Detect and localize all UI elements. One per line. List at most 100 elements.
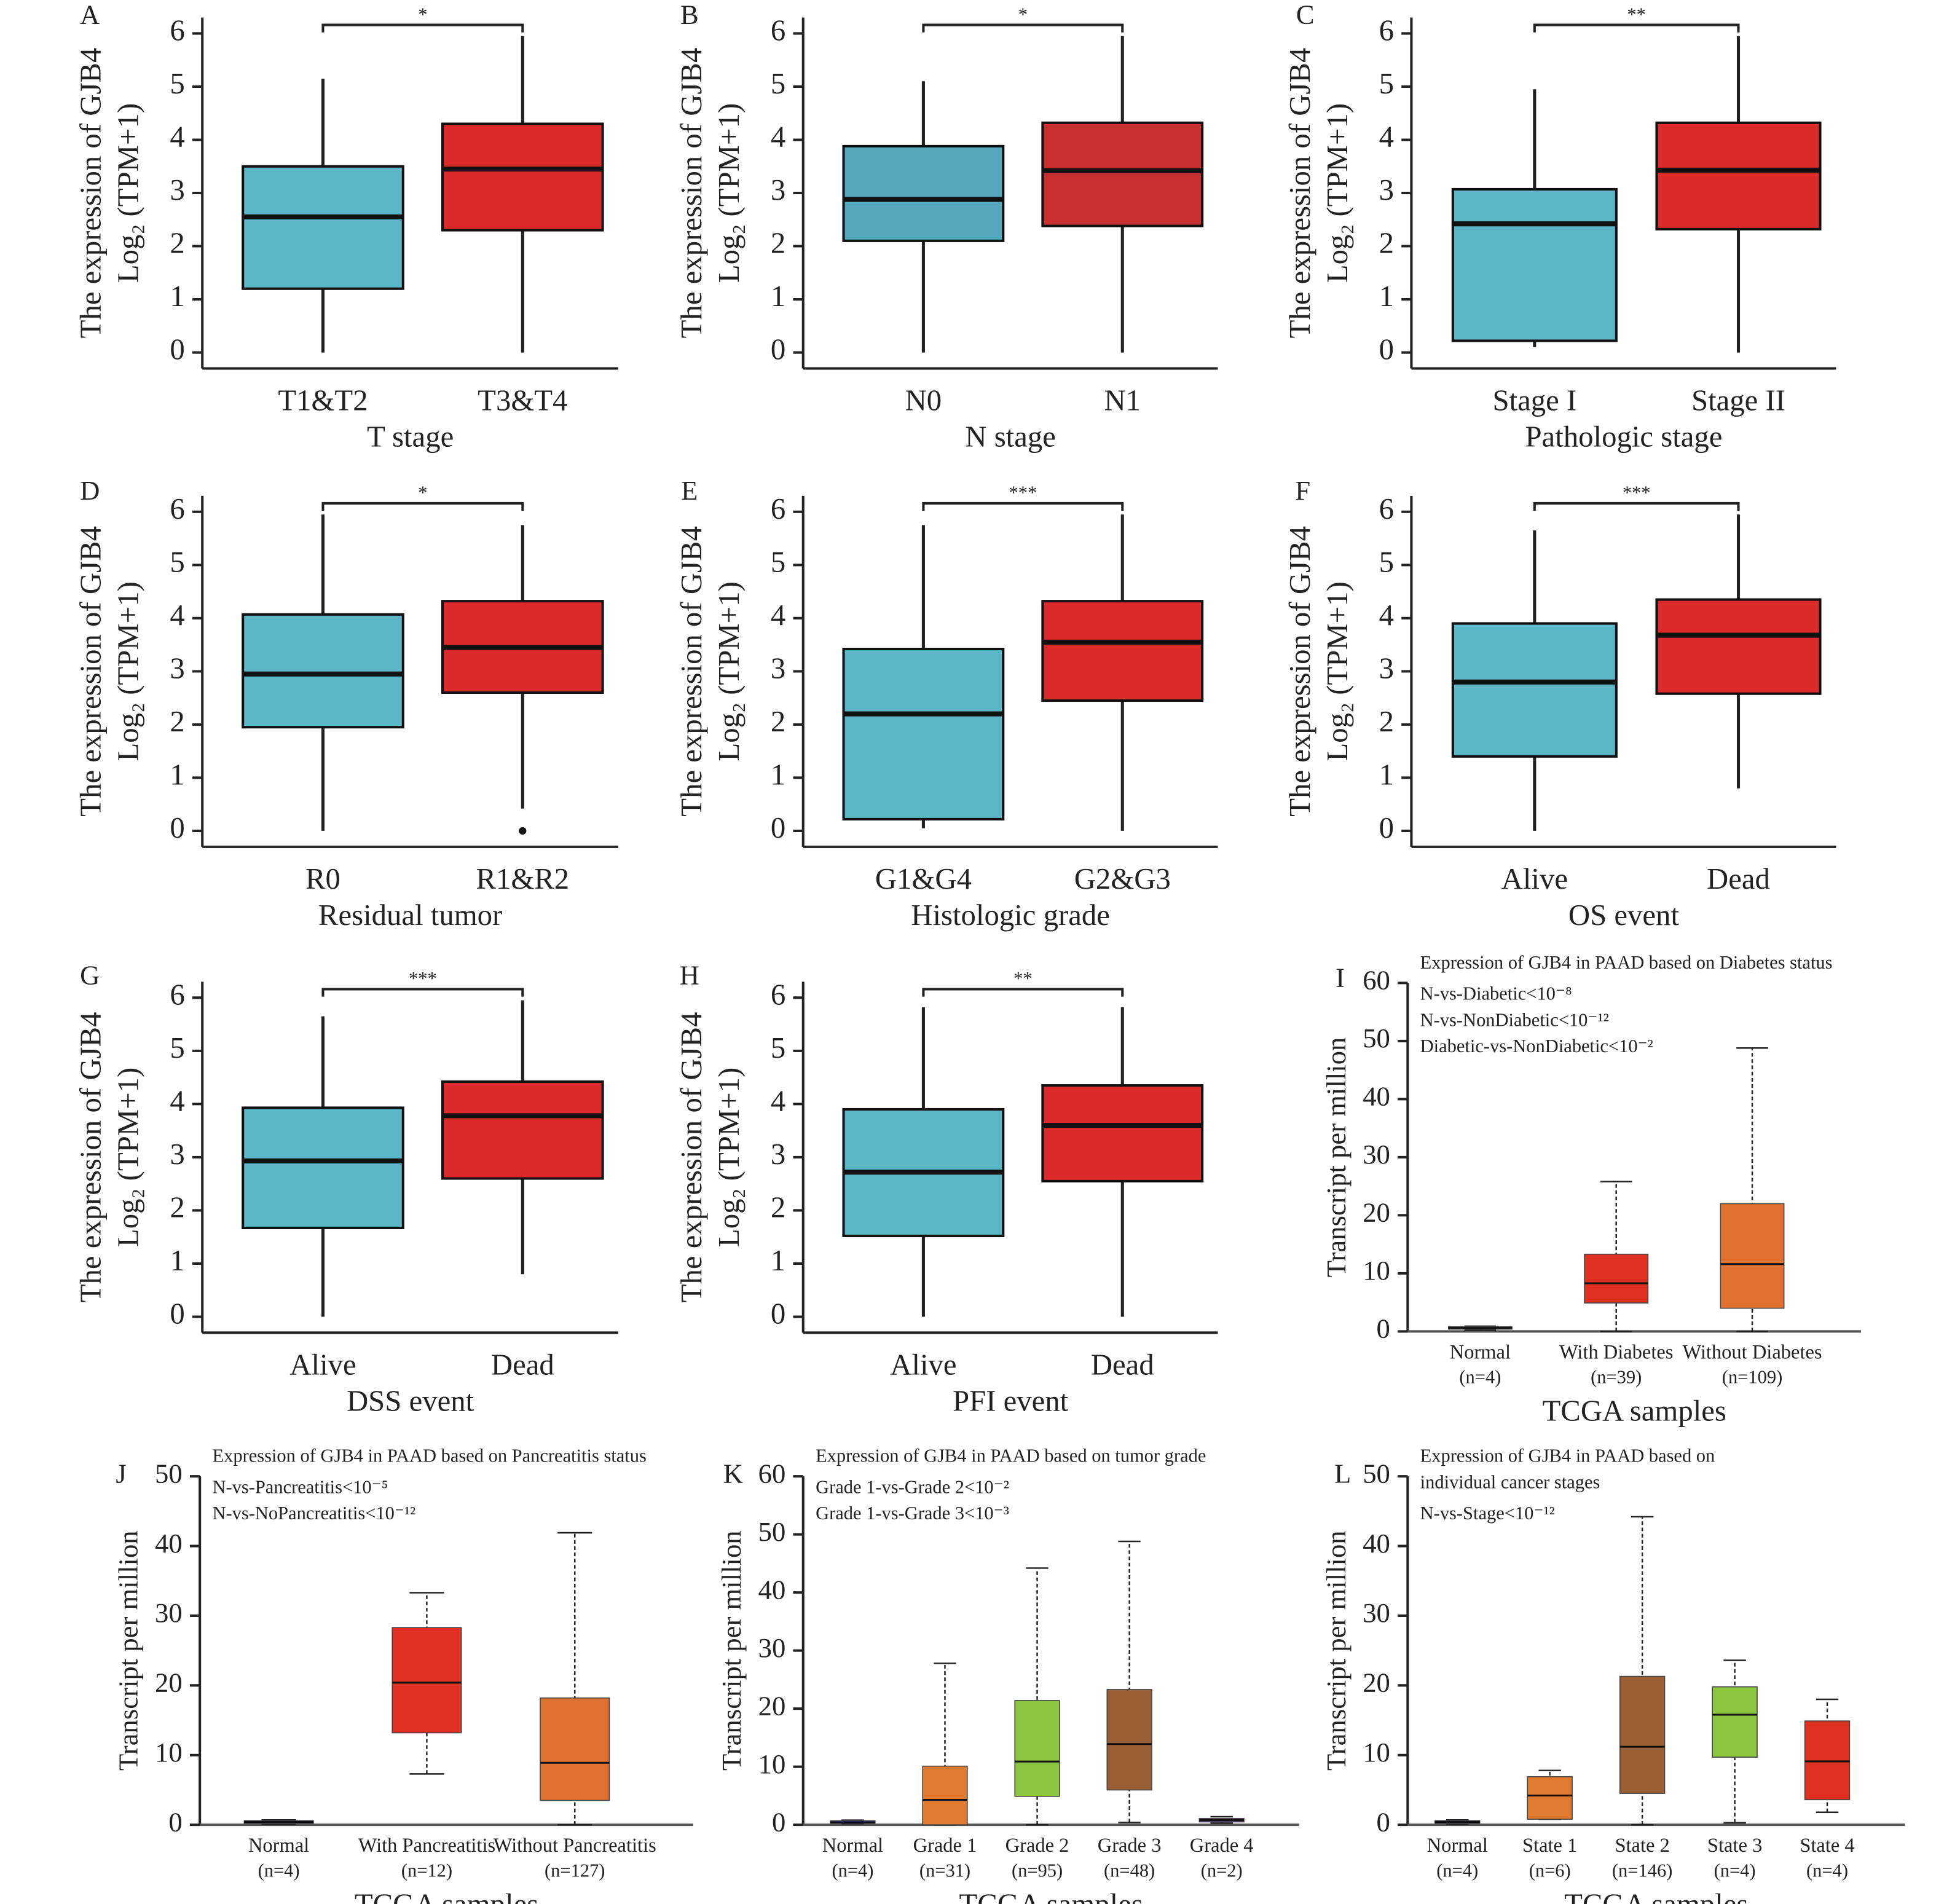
x-tick-label: State 3	[1707, 1835, 1762, 1857]
y-tick-label: 20	[1363, 1667, 1390, 1698]
y-tick-label: 5	[771, 1031, 785, 1064]
panel-letter: J	[116, 1458, 126, 1489]
y-tick-label: 0	[771, 333, 785, 366]
y-axis-label: The expression of GJB4	[1283, 48, 1316, 339]
annotation: Grade 1-vs-Grade 3<10⁻³	[816, 1503, 1009, 1524]
y-tick-label: 40	[1363, 1528, 1390, 1559]
x-tick-label: Normal	[822, 1835, 883, 1857]
x-axis-label: OS event	[1568, 899, 1680, 932]
significance-bracket	[922, 23, 1124, 33]
y-tick-label: 50	[1363, 1458, 1390, 1489]
x-tick-label: G1&G4	[875, 862, 972, 895]
y-tick-label: 2	[170, 1191, 184, 1224]
y-tick-label: 4	[771, 599, 785, 632]
box	[242, 1106, 404, 1230]
box	[1655, 121, 1822, 230]
x-sublabel: (n=12)	[401, 1860, 452, 1881]
y-tick-label: 4	[1379, 599, 1394, 632]
y-tick-label: 3	[170, 173, 184, 207]
y-tick-label: 2	[771, 705, 785, 738]
x-tick-label: State 4	[1800, 1835, 1854, 1857]
box	[842, 647, 1005, 820]
y-tick-label: 0	[1379, 333, 1394, 366]
x-tick-label: R1&R2	[476, 862, 569, 895]
box	[242, 613, 404, 729]
y-tick-label: 20	[1363, 1197, 1390, 1228]
x-axis-label: Histologic grade	[911, 899, 1110, 932]
x-axis-label: N stage	[965, 420, 1056, 454]
significance-bracket	[922, 988, 1124, 997]
y-tick-label: 5	[1379, 67, 1394, 100]
chart-title: Expression of GJB4 in PAAD based on Panc…	[212, 1446, 646, 1466]
y-axis-label: Log₂ (TPM+1)	[712, 581, 746, 761]
y-tick-label: 0	[170, 811, 184, 844]
y-tick-label: 2	[1379, 227, 1394, 260]
panel-letter: E	[681, 475, 698, 506]
significance-label: ***	[409, 968, 437, 989]
x-tick-label: Dead	[1091, 1348, 1154, 1382]
y-tick-label: 3	[1379, 652, 1394, 685]
significance-bracket	[1533, 502, 1740, 511]
y-tick-label: 60	[1363, 965, 1390, 996]
y-tick-label: 4	[1379, 120, 1394, 154]
y-axis-label: Log₂ (TPM+1)	[712, 103, 746, 283]
annotation: N-vs-Stage<10⁻¹²	[1420, 1503, 1555, 1524]
significance-bracket	[321, 23, 524, 33]
box	[1655, 598, 1822, 695]
x-tick-label: N1	[1104, 384, 1141, 417]
x-axis-label: Residual tumor	[318, 899, 502, 932]
significance-bracket	[1533, 23, 1740, 33]
box	[1527, 1776, 1573, 1820]
y-tick-label: 0	[1377, 1806, 1390, 1837]
box	[392, 1627, 462, 1734]
y-tick-label: 5	[170, 67, 184, 100]
y-tick-label: 50	[155, 1458, 183, 1489]
y-tick-label: 3	[771, 173, 785, 207]
x-tick-label: Grade 2	[1005, 1835, 1069, 1857]
box	[1451, 622, 1618, 758]
y-tick-label: 5	[170, 1031, 184, 1064]
box	[1014, 1700, 1060, 1797]
x-tick-label: State 2	[1615, 1835, 1669, 1857]
x-axis-label: T stage	[367, 420, 454, 454]
x-tick-label: Grade 1	[913, 1835, 977, 1857]
significance-label: **	[1627, 4, 1645, 25]
y-tick-label: 6	[771, 492, 785, 525]
box	[1041, 121, 1204, 227]
y-axis-label: The expression of GJB4	[74, 48, 108, 339]
box	[1451, 187, 1618, 342]
box	[1720, 1203, 1785, 1309]
y-tick-label: 2	[170, 227, 184, 260]
y-tick-label: 0	[170, 333, 184, 366]
x-sublabel: (n=39)	[1591, 1367, 1642, 1388]
significance-label: ***	[1009, 482, 1037, 503]
y-tick-label: 4	[771, 1085, 785, 1118]
x-tick-label: Without Diabetes	[1682, 1341, 1822, 1363]
y-tick-label: 30	[758, 1632, 786, 1663]
box	[441, 1080, 604, 1180]
x-tick-label: Without Pancreatitis	[494, 1835, 656, 1857]
x-tick-label: G2&G3	[1074, 862, 1171, 895]
x-sublabel: (n=4)	[1459, 1367, 1501, 1388]
y-tick-label: 10	[155, 1737, 183, 1768]
y-tick-label: 0	[772, 1806, 785, 1837]
x-axis-label: TCGA samples	[1543, 1395, 1726, 1428]
y-axis-label: The expression of GJB4	[74, 1012, 108, 1303]
y-tick-label: 5	[771, 67, 785, 100]
significance-label: *	[1018, 4, 1028, 25]
y-tick-label: 2	[771, 227, 785, 260]
x-tick-label: Stage II	[1691, 384, 1785, 417]
y-tick-label: 3	[170, 652, 184, 685]
panel-letter: C	[1296, 0, 1315, 30]
y-tick-label: 6	[771, 14, 785, 47]
y-axis-label: Transcript per million	[1321, 1530, 1352, 1771]
y-tick-label: 10	[1363, 1255, 1390, 1286]
x-tick-label: R0	[305, 862, 340, 895]
y-tick-label: 3	[170, 1138, 184, 1171]
y-tick-label: 6	[1379, 14, 1394, 47]
y-axis-label: Log₂ (TPM+1)	[1321, 103, 1354, 283]
y-tick-label: 1	[771, 758, 785, 792]
x-sublabel: (n=127)	[545, 1860, 605, 1881]
y-tick-label: 6	[170, 978, 184, 1012]
